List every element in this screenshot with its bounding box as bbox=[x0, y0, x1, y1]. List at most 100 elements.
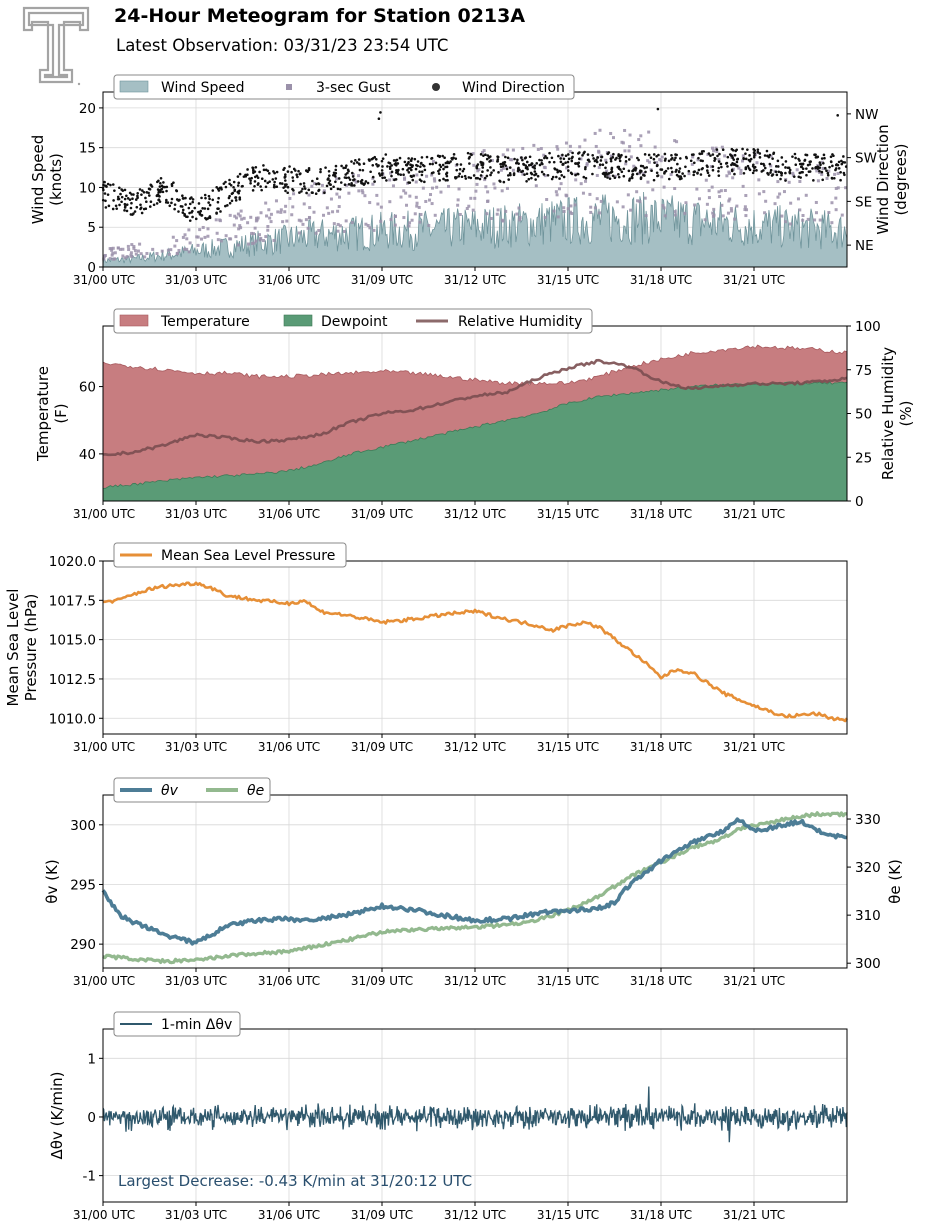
gust-marker bbox=[764, 200, 767, 203]
direction-marker bbox=[435, 162, 438, 165]
direction-marker bbox=[295, 173, 298, 176]
gust-marker bbox=[691, 155, 694, 158]
gust-marker bbox=[138, 243, 141, 246]
direction-marker bbox=[822, 162, 825, 165]
gust-marker bbox=[627, 149, 630, 152]
x-tick-label: 31/21 UTC bbox=[723, 273, 785, 287]
x-tick-label: 31/21 UTC bbox=[723, 740, 785, 754]
direction-marker bbox=[697, 157, 700, 160]
gust-marker bbox=[557, 215, 560, 218]
gust-marker bbox=[326, 206, 329, 209]
direction-marker bbox=[118, 204, 121, 207]
direction-marker bbox=[299, 172, 302, 175]
gust-marker bbox=[817, 179, 820, 182]
direction-marker bbox=[743, 172, 746, 175]
direction-marker bbox=[262, 164, 265, 167]
direction-marker bbox=[442, 164, 445, 167]
x-tick-label: 31/03 UTC bbox=[165, 740, 227, 754]
gust-marker bbox=[718, 195, 721, 198]
y-axis-label: Δθv (K/min) bbox=[48, 1072, 66, 1160]
direction-marker bbox=[524, 164, 527, 167]
direction-marker bbox=[552, 176, 555, 179]
direction-marker bbox=[762, 169, 765, 172]
direction-marker bbox=[753, 166, 756, 169]
gust-marker bbox=[745, 208, 748, 211]
direction-marker bbox=[611, 167, 614, 170]
direction-marker bbox=[763, 164, 766, 167]
direction-marker bbox=[446, 175, 449, 178]
direction-marker bbox=[421, 170, 424, 173]
gust-marker bbox=[517, 207, 520, 210]
direction-marker bbox=[385, 179, 388, 182]
direction-marker bbox=[582, 152, 585, 155]
gust-marker bbox=[134, 249, 137, 252]
direction-marker bbox=[817, 167, 820, 170]
gust-marker bbox=[797, 197, 800, 200]
gust-marker bbox=[121, 254, 124, 257]
direction-marker bbox=[373, 180, 376, 183]
gust-marker bbox=[711, 147, 714, 150]
x-tick-label: 31/09 UTC bbox=[351, 507, 413, 521]
direction-marker bbox=[136, 195, 139, 198]
direction-marker bbox=[182, 209, 185, 212]
direction-marker bbox=[120, 200, 123, 203]
direction-marker bbox=[574, 162, 577, 165]
direction-marker bbox=[780, 172, 783, 175]
direction-marker bbox=[605, 161, 608, 164]
gust-marker bbox=[321, 184, 324, 187]
gust-marker bbox=[620, 141, 623, 144]
gust-marker bbox=[415, 180, 418, 183]
direction-marker bbox=[249, 182, 252, 185]
direction-marker bbox=[177, 210, 180, 213]
direction-marker bbox=[362, 169, 365, 172]
x-tick-label: 31/09 UTC bbox=[351, 273, 413, 287]
direction-marker bbox=[431, 157, 434, 160]
direction-marker bbox=[520, 170, 523, 173]
x-tick-label: 31/12 UTC bbox=[444, 507, 506, 521]
direction-marker bbox=[458, 173, 461, 176]
direction-marker bbox=[592, 157, 595, 160]
gust-marker bbox=[540, 147, 543, 150]
direction-marker bbox=[673, 159, 676, 162]
gust-marker bbox=[281, 220, 284, 223]
direction-marker bbox=[640, 177, 643, 180]
gust-marker bbox=[670, 173, 673, 176]
direction-marker bbox=[726, 165, 729, 168]
x-tick-label: 31/18 UTC bbox=[630, 1208, 692, 1222]
direction-marker bbox=[200, 197, 203, 200]
direction-marker bbox=[365, 180, 368, 183]
direction-marker bbox=[770, 169, 773, 172]
direction-marker bbox=[670, 154, 673, 157]
direction-marker bbox=[192, 198, 195, 201]
direction-marker bbox=[442, 168, 445, 171]
direction-marker bbox=[443, 156, 446, 159]
direction-marker bbox=[431, 172, 434, 175]
gust-marker bbox=[628, 145, 631, 148]
direction-marker bbox=[825, 169, 828, 172]
direction-marker bbox=[124, 198, 127, 201]
direction-marker bbox=[118, 186, 121, 189]
direction-marker bbox=[184, 197, 187, 200]
direction-marker bbox=[516, 159, 519, 162]
direction-marker bbox=[159, 182, 162, 185]
direction-marker bbox=[258, 171, 261, 174]
gust-marker bbox=[184, 233, 187, 236]
gust-marker bbox=[176, 252, 179, 255]
direction-marker bbox=[244, 175, 247, 178]
gust-marker bbox=[739, 172, 742, 175]
theta-panel: 29029530031/00 UTC 31/03 UTC 31/06 UTC 31/0… bbox=[43, 778, 904, 988]
direction-marker bbox=[692, 153, 695, 156]
direction-marker bbox=[473, 174, 476, 177]
direction-marker bbox=[746, 148, 749, 151]
direction-marker bbox=[235, 196, 238, 199]
gust-marker bbox=[705, 179, 708, 182]
direction-marker bbox=[208, 198, 211, 201]
gust-marker bbox=[143, 255, 146, 258]
gust-marker bbox=[565, 194, 568, 197]
direction-marker bbox=[640, 165, 643, 168]
direction-marker bbox=[287, 186, 290, 189]
gust-marker bbox=[735, 205, 738, 208]
direction-marker bbox=[702, 150, 705, 153]
direction-marker bbox=[720, 163, 723, 166]
gust-marker bbox=[616, 200, 619, 203]
